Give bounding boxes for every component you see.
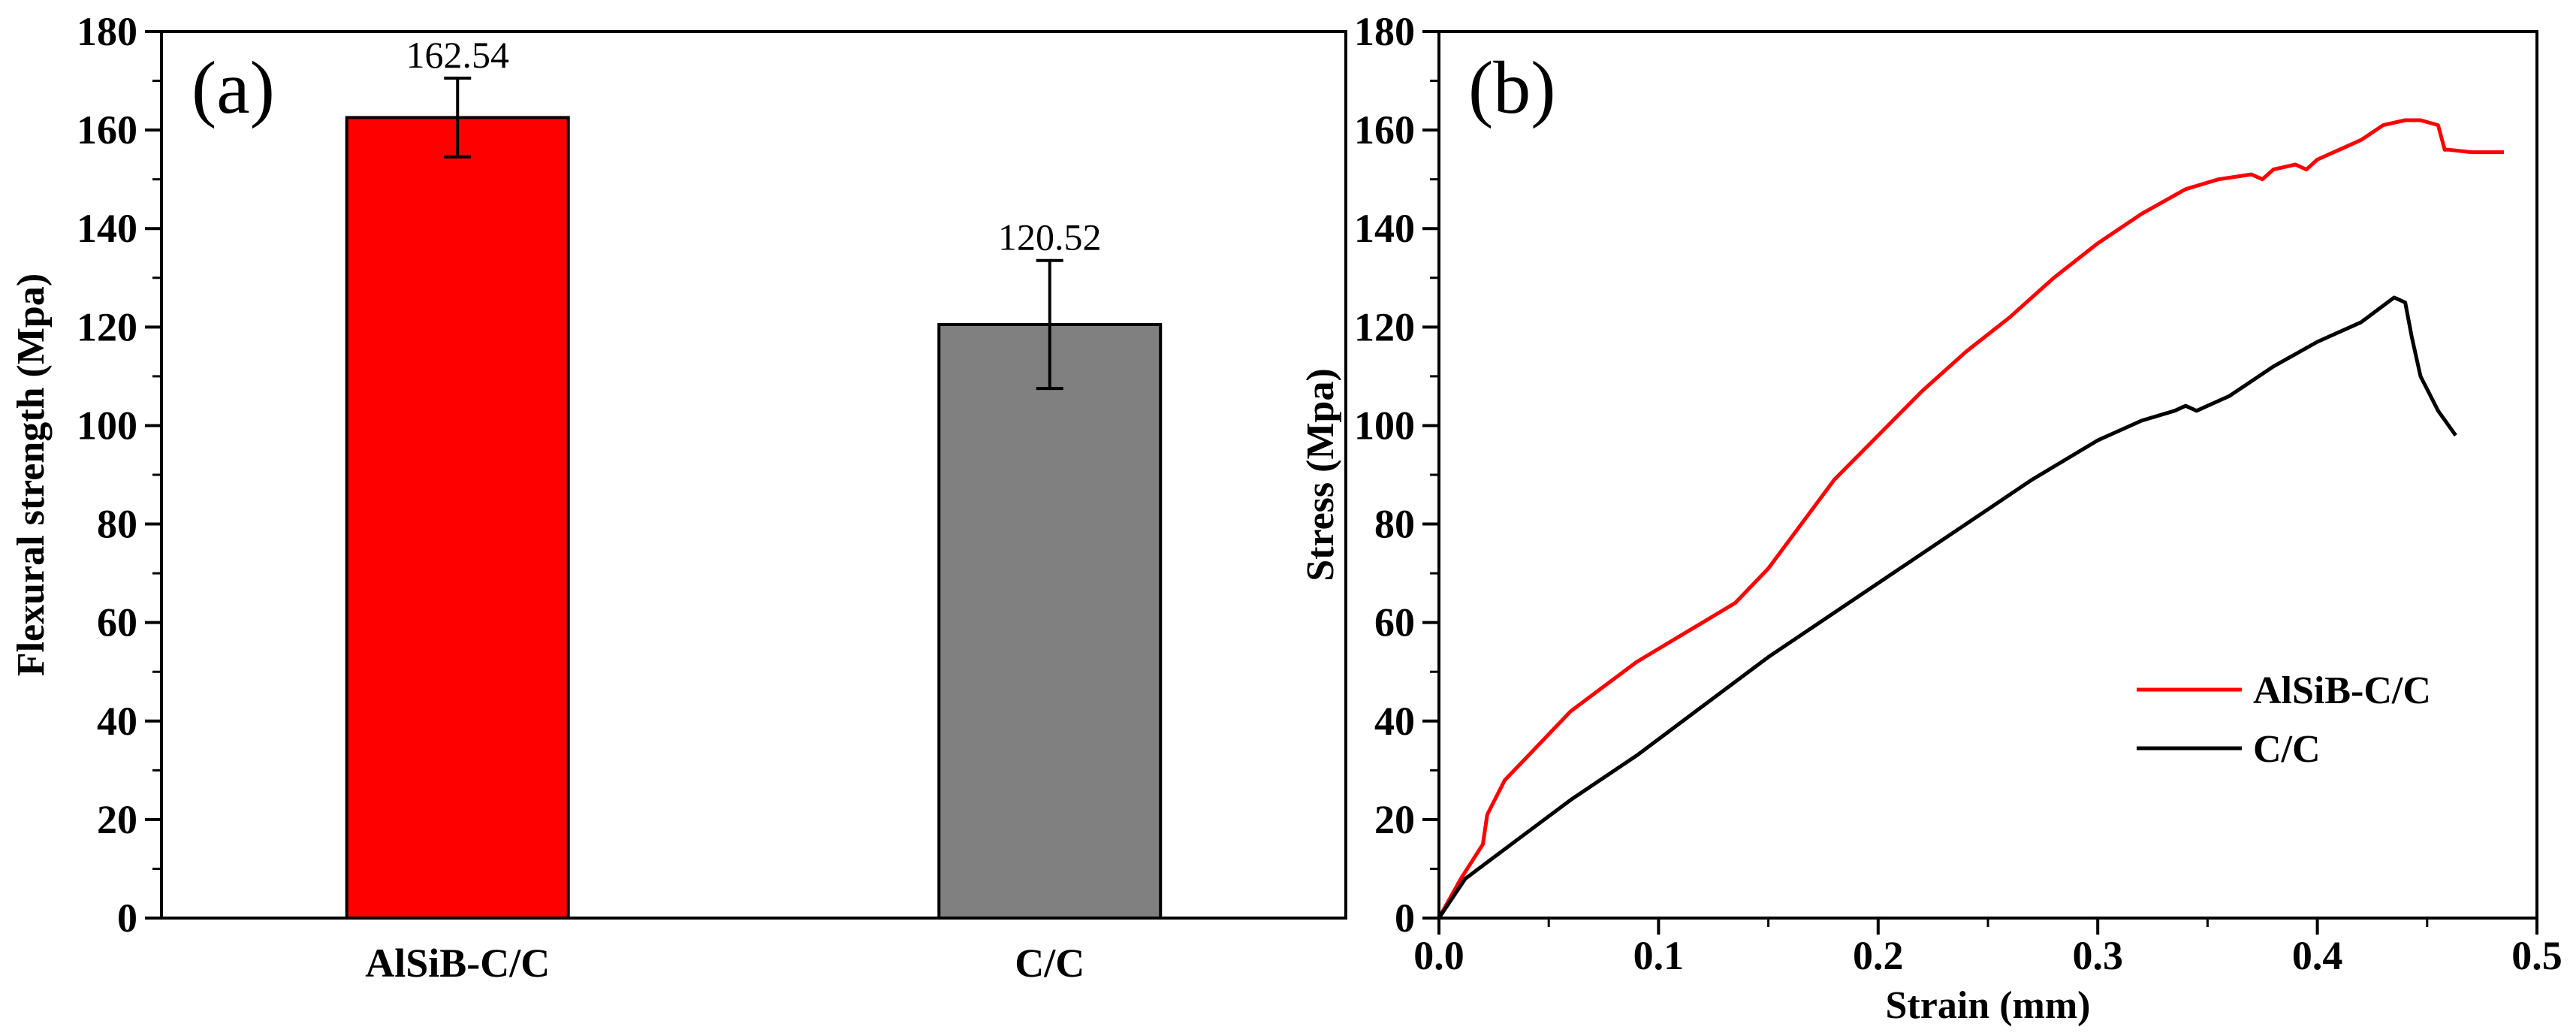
y-tick-label: 60 [1374, 600, 1415, 645]
y-axis-title: Stress (Mpa) [1299, 368, 1342, 581]
x-tick-label: 0.1 [1633, 933, 1685, 978]
error-bar [444, 77, 472, 159]
legend-label: C/C [2253, 728, 2321, 771]
x-tick-label: C/C [1015, 941, 1084, 986]
x-tick-label: 0.3 [2072, 933, 2123, 978]
legend-label: AlSiB-C/C [2253, 669, 2431, 712]
y-tick-label: 140 [77, 206, 137, 251]
x-axis-title: Strain (mm) [1886, 984, 2091, 1027]
x-tick-label: AlSiB-C/C [365, 941, 550, 986]
y-tick-label: 60 [97, 600, 137, 645]
bar-alsib-cc [345, 116, 570, 920]
y-tick-label: 80 [1374, 502, 1415, 547]
error-bar [1036, 258, 1063, 391]
y-tick-label: 180 [1354, 9, 1415, 54]
x-tick-label: 0.2 [1853, 933, 1904, 978]
y-tick-label: 120 [1354, 304, 1415, 349]
y-tick-label: 80 [97, 502, 137, 547]
y-axis-title: Flexural strength (Mpa) [10, 273, 53, 676]
x-tick-label: 0.4 [2292, 933, 2343, 978]
plot-frame [1437, 30, 2538, 920]
panel-label-a: (a) [192, 46, 275, 129]
y-tick-label: 20 [97, 797, 137, 842]
bar-cc [937, 322, 1163, 920]
y-tick-label: 180 [77, 9, 137, 54]
value-label: 162.54 [406, 34, 510, 76]
y-tick-label: 40 [1374, 699, 1415, 744]
y-tick-label: 0 [1395, 896, 1415, 941]
legend: AlSiB-C/C C/C [2137, 669, 2431, 771]
y-tick-label: 40 [97, 699, 137, 744]
panel-a: 162.54 AlSiB-C/C 120.52 C/C 0 20 40 60 80 100 120 1… [10, 9, 1347, 986]
x-tick-label: 0.0 [1413, 933, 1464, 978]
y-tick-label: 160 [1354, 107, 1415, 153]
y-tick-label: 0 [117, 896, 137, 941]
value-label: 120.52 [998, 216, 1102, 258]
panel-label-b: (b) [1468, 46, 1556, 129]
series-line-alsib-cc [1437, 118, 2505, 920]
y-tick-label: 100 [1354, 403, 1415, 448]
y-tick-label: 120 [77, 304, 137, 349]
y-tick-label: 100 [77, 403, 137, 448]
y-tick-label: 160 [77, 107, 137, 153]
y-tick-label: 140 [1354, 206, 1415, 251]
plot-frame [160, 30, 1347, 920]
x-tick-label: 0.5 [2511, 933, 2562, 978]
series-line-cc [1437, 295, 2457, 920]
panel-b: 0 20 40 60 80 100 120 140 160 180 0.0 0.1 0.2 0.3 0.4 0… [1299, 9, 2562, 1027]
y-tick-label: 20 [1374, 797, 1415, 842]
